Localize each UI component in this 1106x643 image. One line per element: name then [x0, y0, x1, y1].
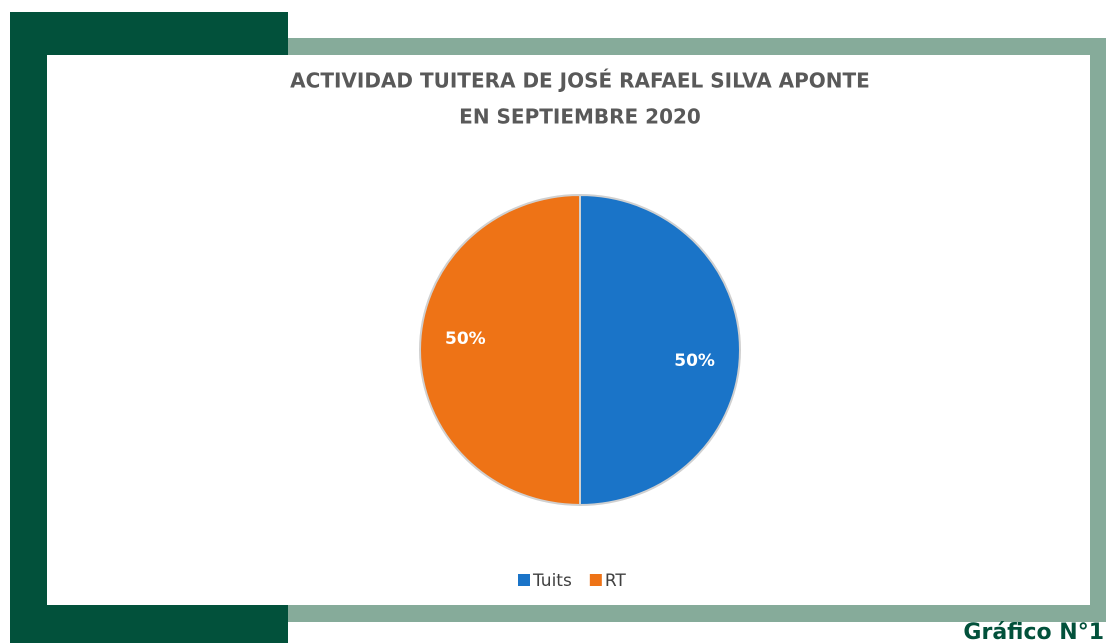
- pie-slice: [419, 193, 581, 507]
- legend-label: Tuits: [532, 571, 572, 591]
- legend-swatch: [589, 574, 602, 586]
- legend-swatch: [518, 574, 530, 586]
- chart-title: EN SEPTIEMBRE 2020: [459, 105, 701, 129]
- chart-title: ACTIVIDAD TUITERA DE JOSÉ RAFAEL SILVA A…: [290, 69, 870, 93]
- legend-label: RT: [605, 571, 627, 591]
- pie-slice: [579, 193, 741, 507]
- caption: Gráfico N°1: [963, 620, 1104, 643]
- data-label: 50%: [445, 329, 486, 349]
- data-label: 50%: [674, 351, 715, 371]
